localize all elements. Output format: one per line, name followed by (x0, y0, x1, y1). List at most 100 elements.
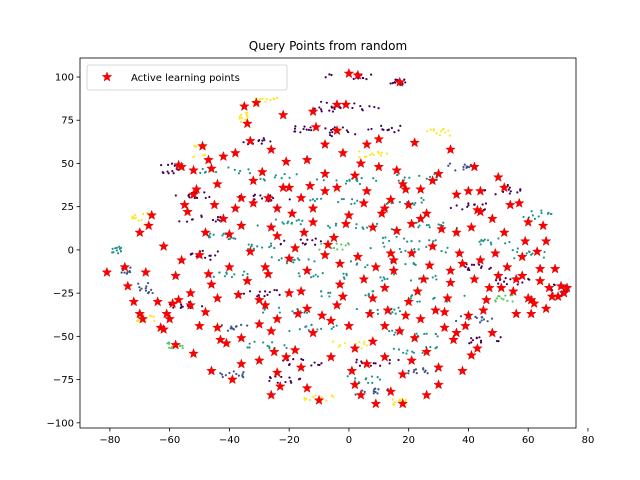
class-point (144, 289, 148, 292)
class-cluster (137, 281, 154, 295)
class-point (291, 310, 294, 313)
query-point-star (496, 282, 507, 293)
class-point (201, 305, 204, 308)
class-point (364, 266, 367, 269)
class-point (390, 126, 393, 130)
query-point-star (469, 161, 480, 172)
class-point (148, 314, 151, 317)
query-point-star (531, 246, 543, 257)
class-point (238, 115, 242, 118)
class-point (373, 105, 376, 109)
query-point-star (331, 125, 343, 136)
query-point-star (466, 349, 477, 360)
class-point (263, 295, 266, 298)
class-point (179, 344, 182, 348)
class-point (140, 287, 143, 290)
class-cluster (426, 127, 452, 137)
class-point (528, 278, 531, 281)
class-cluster (358, 150, 388, 159)
class-cluster (246, 340, 288, 350)
query-point-star (137, 313, 149, 324)
class-point (427, 223, 430, 227)
query-point-star (212, 178, 223, 189)
query-point-star (218, 150, 229, 162)
query-point-star (307, 216, 319, 227)
class-point (248, 346, 251, 349)
class-point (281, 221, 284, 224)
class-point (250, 245, 253, 248)
class-point (421, 351, 424, 355)
class-point (355, 361, 358, 364)
class-point (224, 374, 227, 377)
class-point (370, 73, 373, 76)
class-point (486, 320, 489, 323)
class-point (437, 223, 440, 226)
query-point-star (364, 308, 376, 319)
class-point (367, 381, 370, 385)
class-point (262, 137, 265, 140)
class-point (497, 282, 500, 285)
class-point (313, 199, 317, 203)
class-point (385, 202, 388, 205)
query-point-star (307, 202, 319, 213)
query-point-star (203, 154, 214, 165)
class-point (374, 387, 377, 390)
class-point (355, 223, 358, 226)
class-point (214, 170, 218, 174)
class-point (355, 358, 358, 361)
class-point (325, 399, 328, 402)
query-point-star (206, 163, 217, 174)
class-point (226, 329, 230, 332)
class-point (269, 140, 272, 143)
class-cluster (388, 329, 439, 338)
query-point-star (245, 246, 256, 257)
class-point (232, 237, 235, 240)
class-point (339, 106, 342, 110)
class-point (295, 219, 298, 222)
class-point (314, 273, 317, 276)
class-point (389, 82, 392, 85)
class-point (115, 249, 118, 252)
query-point-star (436, 223, 447, 234)
class-point (444, 131, 447, 134)
query-point-star (280, 351, 292, 362)
class-point (318, 106, 321, 109)
class-cluster (407, 367, 437, 375)
class-point (415, 332, 418, 335)
class-point (509, 190, 512, 193)
class-point (376, 308, 379, 311)
query-point-star (478, 304, 489, 315)
x-tick-label: −40 (219, 435, 240, 446)
class-point (358, 156, 361, 159)
class-point (185, 220, 189, 223)
class-point (397, 358, 400, 362)
class-point (171, 170, 174, 173)
class-point (397, 400, 401, 403)
class-point (262, 311, 265, 314)
query-point-star (337, 147, 349, 158)
class-point (146, 281, 150, 285)
class-point (283, 239, 286, 242)
query-point-star (451, 327, 462, 338)
class-point (371, 152, 374, 155)
class-point (221, 234, 224, 237)
class-point (333, 126, 336, 129)
class-point (403, 237, 406, 240)
query-point-star (295, 361, 307, 372)
y-tick-label: −75 (53, 375, 74, 386)
class-point (341, 248, 344, 251)
class-point (342, 197, 345, 201)
class-point (388, 358, 391, 362)
query-point-star (185, 287, 196, 298)
class-point (480, 266, 483, 270)
class-point (328, 295, 331, 298)
class-point (409, 297, 412, 300)
class-point (405, 352, 408, 355)
query-point-star (379, 202, 391, 213)
class-point (239, 169, 242, 173)
class-point (467, 318, 470, 321)
query-point-star (256, 166, 268, 177)
class-point (417, 248, 420, 251)
query-point-star (397, 398, 408, 409)
class-point (330, 105, 333, 108)
